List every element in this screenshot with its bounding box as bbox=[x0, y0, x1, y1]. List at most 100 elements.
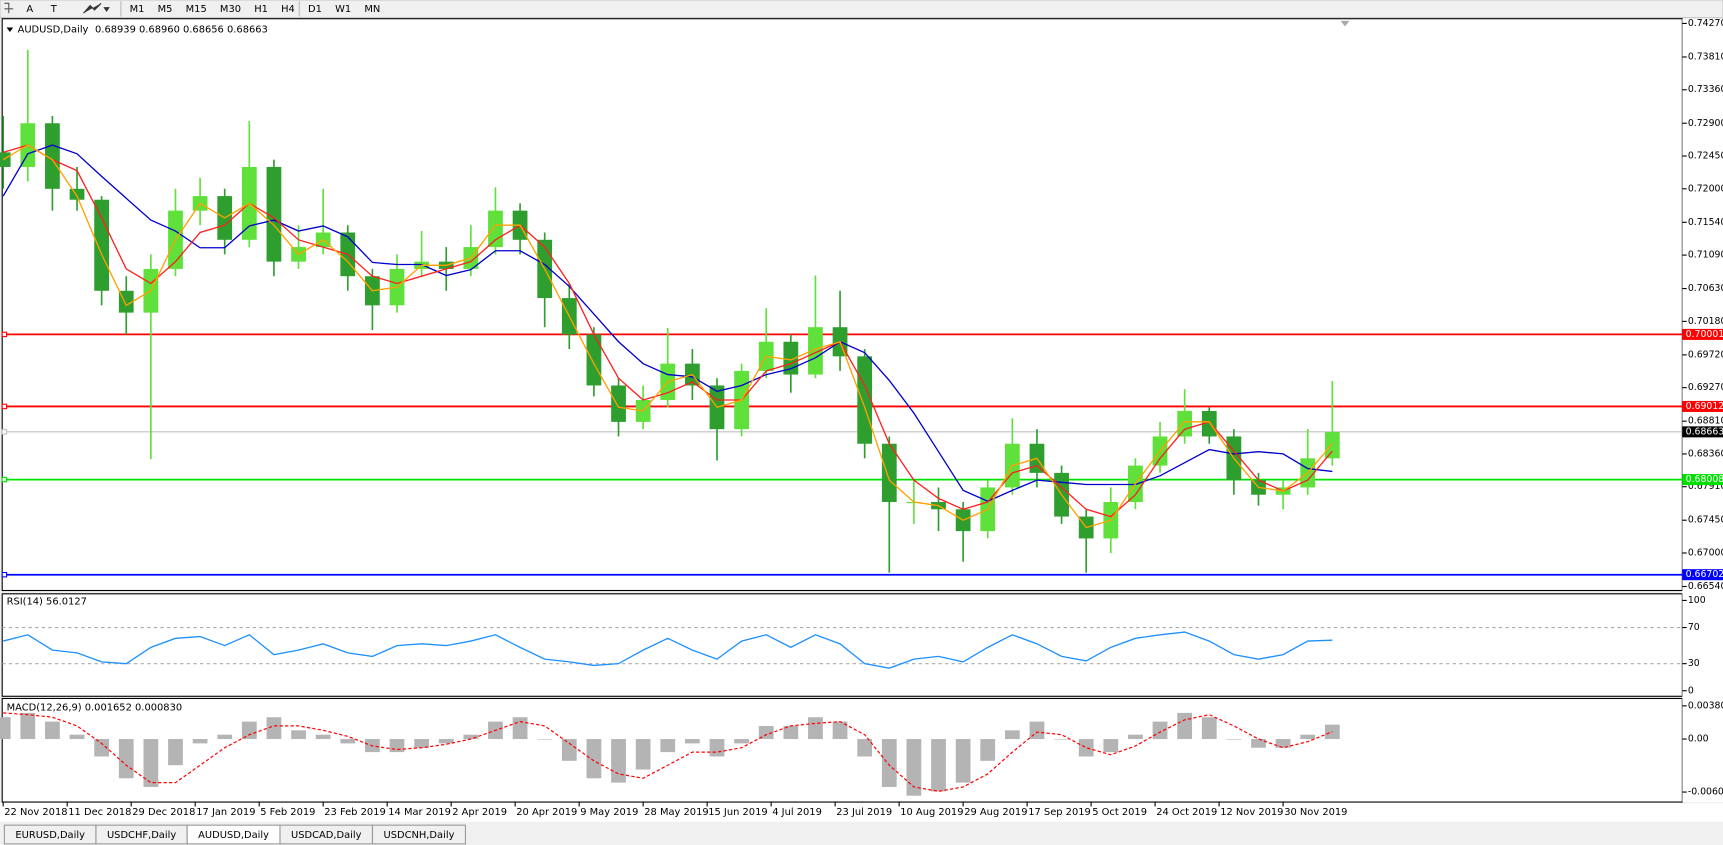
y-tick-label: 0.73810 bbox=[1688, 51, 1723, 62]
macd-histogram-bar bbox=[69, 734, 85, 740]
candle-body bbox=[266, 166, 282, 262]
y-tick-label: 0.69270 bbox=[1688, 382, 1723, 393]
macd-histogram-bar bbox=[291, 730, 306, 740]
candle-body bbox=[857, 356, 873, 444]
main-panel bbox=[1, 18, 1683, 592]
chart-tab[interactable] bbox=[371, 824, 466, 845]
macd-histogram-bar bbox=[684, 739, 700, 744]
macd-histogram-bar bbox=[414, 739, 430, 748]
macd-histogram-bar bbox=[241, 721, 257, 740]
time-axis bbox=[0, 803, 1723, 822]
macd-histogram-bar bbox=[1251, 739, 1266, 748]
macd-histogram-bar bbox=[1300, 734, 1316, 740]
timeframe-button[interactable]: M5 bbox=[158, 4, 173, 15]
candle-body bbox=[1201, 410, 1217, 437]
timeframe-button[interactable]: M15 bbox=[186, 4, 207, 15]
timeframe-button[interactable]: H1 bbox=[254, 4, 268, 15]
candle-body bbox=[783, 341, 799, 375]
indicator-title: MACD(12,26,9) 0.001652 0.000830 bbox=[7, 702, 183, 713]
price-level-label: 0.66702 bbox=[1686, 569, 1723, 580]
macd-histogram-bar bbox=[660, 739, 676, 753]
x-tick-label: 23 Jul 2019 bbox=[836, 807, 892, 818]
macd-histogram-bar bbox=[1054, 739, 1069, 740]
price-level-label: 0.69012 bbox=[1686, 401, 1723, 412]
macd-histogram-bar bbox=[463, 734, 479, 740]
x-tick-label: 11 Dec 2018 bbox=[68, 807, 131, 818]
macd-signal bbox=[3, 712, 1333, 792]
macd-histogram-bar bbox=[94, 739, 110, 757]
price-level-marker bbox=[1, 403, 8, 410]
x-tick-label: 5 Oct 2019 bbox=[1092, 807, 1147, 818]
timeframe-button[interactable]: W1 bbox=[335, 4, 351, 15]
macd-histogram-bar bbox=[1078, 739, 1094, 757]
moving-average bbox=[2, 144, 1333, 529]
toolbar bbox=[0, 0, 1723, 19]
indicator-title: RSI(14) 56.0127 bbox=[7, 597, 87, 608]
y-tick-label: 0.72450 bbox=[1688, 151, 1723, 162]
candle-body bbox=[69, 188, 85, 200]
y-tick-label: 0.00 bbox=[1688, 734, 1709, 745]
macd-histogram-bar bbox=[586, 739, 602, 779]
macd-histogram-bar bbox=[1103, 739, 1119, 753]
y-tick-label: 0.67910 bbox=[1688, 481, 1723, 492]
price-level-marker bbox=[1, 429, 8, 435]
macd-histogram-bar bbox=[438, 739, 454, 744]
macd-histogram-bar bbox=[611, 739, 626, 783]
x-tick-label: 2 Apr 2019 bbox=[452, 807, 507, 818]
x-tick-label: 29 Dec 2018 bbox=[132, 807, 195, 818]
candle-body bbox=[586, 334, 602, 386]
x-tick-label: 10 Aug 2019 bbox=[900, 807, 963, 818]
x-tick-label: 5 Feb 2019 bbox=[260, 807, 315, 818]
toolbar-tool[interactable]: T bbox=[50, 4, 58, 15]
macd-histogram-bar bbox=[20, 712, 36, 740]
candle-body bbox=[45, 123, 60, 189]
timeframe-button[interactable]: H4 bbox=[281, 4, 295, 15]
macd-histogram-bar bbox=[1226, 739, 1242, 740]
candle-body bbox=[1324, 432, 1340, 459]
shift-marker bbox=[1340, 20, 1350, 27]
macd-histogram-bar bbox=[1177, 712, 1193, 740]
timeframe-button[interactable]: M1 bbox=[130, 4, 145, 15]
x-tick-label: 22 Nov 2018 bbox=[4, 807, 67, 818]
chart-tab-label[interactable]: USDCAD,Daily bbox=[291, 830, 362, 841]
y-tick-label: -0.006081 bbox=[1688, 787, 1723, 798]
moving-average bbox=[3, 144, 1333, 518]
candle-body bbox=[881, 443, 897, 503]
macd-histogram-bar bbox=[340, 739, 356, 744]
candle-body bbox=[611, 385, 626, 422]
candle-body bbox=[488, 210, 503, 248]
macd-histogram-bar bbox=[709, 739, 725, 757]
chart-tab-label[interactable]: USDCNH,Daily bbox=[383, 830, 454, 841]
x-tick-label: 15 Jun 2019 bbox=[708, 807, 767, 818]
timeframe-button[interactable]: MN bbox=[364, 4, 380, 15]
x-tick-label: 28 May 2019 bbox=[644, 807, 708, 818]
y-tick-label: 0.74270 bbox=[1688, 18, 1723, 29]
price-level-marker bbox=[1, 571, 8, 578]
price-level-tag bbox=[1682, 400, 1723, 412]
macd-panel bbox=[1, 697, 1683, 803]
timeframe-button[interactable]: M30 bbox=[220, 4, 241, 15]
toolbar-tool[interactable]: A bbox=[26, 4, 33, 15]
macd-histogram-bar bbox=[389, 739, 405, 753]
y-tick-label: 0.71540 bbox=[1688, 217, 1723, 228]
y-tick-label: 30 bbox=[1688, 658, 1700, 669]
y-tick-label: 0.71090 bbox=[1688, 250, 1723, 261]
price-level-marker bbox=[1, 476, 8, 483]
timeframe-button[interactable]: D1 bbox=[308, 4, 322, 15]
macd-histogram-bar bbox=[0, 717, 11, 740]
chart-tab-label[interactable]: AUDUSD,Daily bbox=[198, 830, 269, 841]
macd-histogram-bar bbox=[266, 717, 282, 740]
y-tick-label: 100 bbox=[1688, 595, 1706, 606]
candle-body bbox=[94, 199, 110, 291]
macd-histogram-bar bbox=[832, 721, 848, 740]
x-tick-label: 12 Nov 2019 bbox=[1220, 807, 1283, 818]
macd-histogram-bar bbox=[1275, 739, 1291, 748]
x-tick-label: 9 May 2019 bbox=[580, 807, 638, 818]
x-tick-label: 24 Oct 2019 bbox=[1156, 807, 1217, 818]
x-tick-label: 17 Jan 2019 bbox=[196, 807, 255, 818]
chart-tab-label[interactable]: USDCHF,Daily bbox=[107, 830, 176, 841]
macd-histogram-bar bbox=[315, 734, 331, 740]
chart-tab-label[interactable]: EURUSD,Daily bbox=[15, 830, 85, 841]
y-tick-label: 70 bbox=[1688, 622, 1700, 633]
